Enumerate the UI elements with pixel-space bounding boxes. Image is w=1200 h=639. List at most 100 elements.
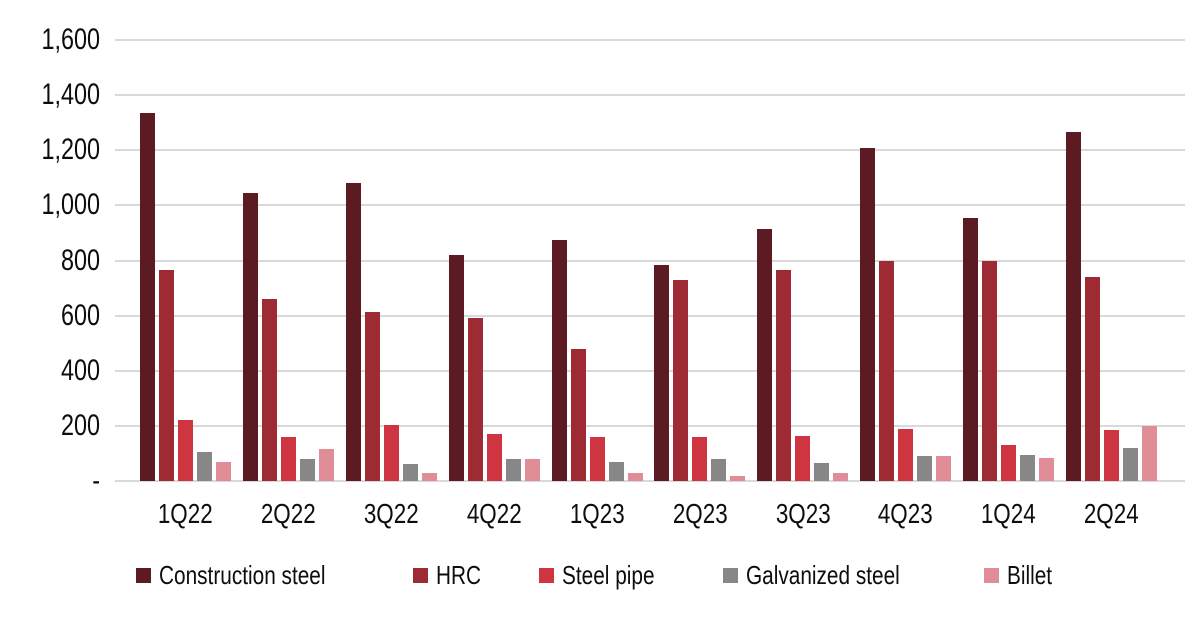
y-tick-label: 1,200 (41, 133, 100, 167)
bar (711, 458, 727, 481)
x-tick-label: 1Q23 (569, 498, 625, 529)
legend-label: Billet (1007, 560, 1053, 590)
gridline (115, 149, 1185, 152)
bar (982, 260, 997, 481)
bar (448, 255, 464, 481)
legend-item: Construction steel (136, 560, 367, 590)
bar-group-1Q23 (551, 40, 643, 481)
bar (524, 458, 540, 481)
gridline (115, 94, 1185, 97)
bar (860, 147, 876, 481)
legend-swatch (723, 567, 739, 583)
bar (421, 472, 437, 481)
x-tick-label: 3Q23 (775, 498, 831, 529)
bar (197, 452, 212, 481)
bar (364, 311, 380, 481)
gridline (115, 369, 1185, 372)
y-tick-label: 1,000 (41, 188, 100, 222)
bar (917, 456, 933, 481)
x-tick-label: 1Q22 (158, 498, 213, 529)
bar (486, 434, 502, 481)
bar (589, 436, 605, 481)
bar-group-3Q23 (757, 40, 849, 481)
legend-swatch (984, 567, 1000, 583)
bar (936, 456, 952, 481)
legend-label: HRC (436, 560, 482, 590)
bar (673, 279, 689, 481)
y-tick-label: 1,400 (41, 78, 100, 112)
bar (963, 217, 978, 481)
bar-group-4Q23 (860, 40, 952, 481)
bar-group-3Q22 (345, 40, 437, 481)
legend-item: Steel pipe (538, 560, 678, 590)
y-tick-label: 400 (60, 353, 100, 387)
bar (757, 228, 773, 481)
bar (692, 436, 708, 481)
bar (814, 463, 830, 481)
gridline (115, 480, 1185, 482)
bar (1122, 447, 1138, 481)
legend-label: Steel pipe (561, 560, 655, 590)
y-tick-label: - (92, 464, 100, 497)
bar (1141, 425, 1157, 481)
legend-swatch (538, 567, 554, 583)
bar (299, 458, 315, 481)
bar (879, 260, 895, 481)
bar-group-2Q24 (1065, 40, 1157, 481)
bar (898, 428, 914, 481)
bar (159, 270, 174, 481)
bar-group-1Q24 (963, 40, 1054, 481)
bar (280, 436, 296, 481)
bar (833, 472, 849, 481)
bar-groups (115, 40, 1185, 481)
bar (1039, 457, 1054, 481)
bar (1001, 445, 1016, 481)
y-tick-label: 200 (60, 408, 100, 442)
bar (140, 113, 155, 481)
bar (1103, 430, 1119, 481)
bar (570, 348, 586, 481)
y-tick-label: 800 (60, 243, 100, 277)
x-axis: 1Q22 2Q22 3Q22 4Q22 1Q23 2Q23 3Q23 4Q23 1Q24 2Q24 (115, 498, 1185, 530)
bar (242, 192, 258, 481)
x-tick-label: 2Q24 (1083, 498, 1139, 529)
x-tick-label: 2Q23 (672, 498, 728, 529)
bar (608, 461, 624, 481)
bar (1084, 277, 1100, 481)
bar (730, 475, 746, 481)
gridline (115, 424, 1185, 427)
legend-label: Construction steel (159, 560, 326, 590)
gridline (115, 314, 1185, 317)
bar (318, 449, 334, 481)
x-tick-label: 3Q22 (363, 498, 419, 529)
legend-swatch (413, 567, 429, 583)
y-axis: - 200 400 600 800 1,000 1,200 1,400 1,600 (0, 25, 100, 496)
bar (383, 424, 399, 481)
bar (402, 464, 418, 481)
bar-group-1Q22 (140, 40, 231, 481)
legend-item: Galvanized steel (723, 560, 938, 590)
bar (505, 458, 521, 481)
legend: Construction steel HRC Steel pipe Galvanize… (0, 560, 1200, 590)
bar-group-2Q23 (654, 40, 746, 481)
bar-group-4Q22 (448, 40, 540, 481)
bar (216, 461, 231, 481)
bar (261, 299, 277, 481)
bar (467, 318, 483, 481)
gridline (115, 259, 1185, 262)
bar (627, 472, 643, 481)
plot-area (115, 39, 1185, 482)
gridline (115, 204, 1185, 207)
bar (795, 435, 811, 481)
bar (551, 239, 567, 481)
bar (1020, 454, 1035, 481)
legend-label: Galvanized steel (746, 560, 901, 590)
x-tick-label: 2Q22 (260, 498, 316, 529)
legend-swatch (136, 567, 152, 583)
x-tick-label: 4Q23 (878, 498, 934, 529)
bar (178, 420, 193, 481)
y-tick-label: 1,600 (41, 23, 100, 56)
x-tick-label: 1Q24 (981, 498, 1036, 529)
bar-group-2Q22 (242, 40, 334, 481)
